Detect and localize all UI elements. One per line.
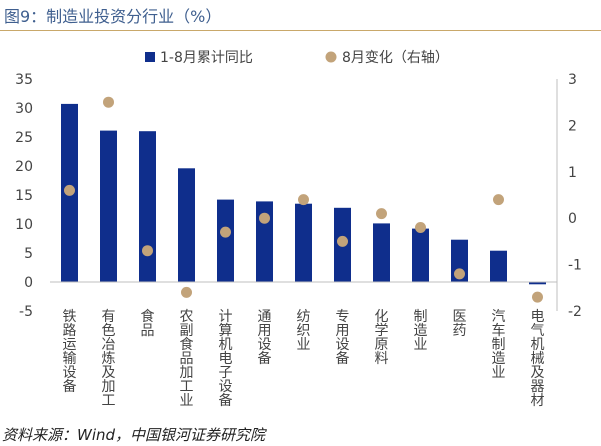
left-tick-label: 10 bbox=[15, 217, 33, 233]
legend-label-dot: 8月变化（右轴） bbox=[342, 50, 449, 66]
dot bbox=[376, 208, 387, 220]
category-label: 汽车制造业 bbox=[492, 309, 506, 381]
right-tick-label: 0 bbox=[568, 211, 577, 227]
figure-title: 图9：制造业投资分行业（%） bbox=[4, 7, 222, 26]
legend: 1-8月累计同比 8月变化（右轴） bbox=[145, 50, 449, 66]
dot bbox=[298, 194, 309, 206]
right-tick-label: -1 bbox=[568, 258, 582, 274]
bar bbox=[295, 203, 312, 282]
bar bbox=[529, 282, 546, 285]
bar bbox=[139, 131, 156, 282]
right-tick-label: 1 bbox=[568, 165, 577, 181]
left-tick-label: 30 bbox=[15, 101, 33, 117]
dot bbox=[337, 235, 348, 247]
category-label: 有色冶炼及加工 bbox=[102, 309, 116, 409]
legend-swatch-dot bbox=[325, 51, 337, 63]
dot bbox=[415, 222, 426, 233]
bar bbox=[217, 199, 234, 282]
bar-series bbox=[61, 103, 546, 285]
figure-source: 资料来源：Wind，中国银河证券研究院 bbox=[2, 426, 266, 444]
category-label: 医药 bbox=[453, 309, 467, 339]
left-tick-label: 15 bbox=[15, 188, 33, 204]
dot bbox=[181, 286, 192, 298]
title-divider bbox=[0, 30, 601, 31]
category-label: 专用设备 bbox=[336, 309, 350, 367]
category-label: 制造业 bbox=[414, 309, 428, 353]
bar bbox=[490, 250, 507, 282]
bar bbox=[100, 130, 117, 282]
legend-label-bar: 1-8月累计同比 bbox=[160, 50, 253, 66]
bar bbox=[412, 228, 429, 282]
dot bbox=[64, 184, 75, 196]
left-tick-label: 25 bbox=[15, 130, 33, 146]
category-labels: 铁路运输设备 有色冶炼及加工 食品 农副食品加工业 计算机电子设备 通用设备 纺织业 专用设备… bbox=[63, 308, 545, 409]
dot bbox=[259, 212, 270, 224]
dot bbox=[454, 268, 465, 280]
left-tick-label: 0 bbox=[24, 275, 33, 291]
category-label: 化学原料 bbox=[375, 309, 389, 367]
category-label: 电气机械及器材 bbox=[531, 309, 545, 409]
bar bbox=[178, 168, 195, 282]
dot bbox=[532, 291, 543, 303]
right-tick-label: 3 bbox=[568, 72, 577, 88]
dot bbox=[220, 226, 231, 238]
left-axis: -5 0 5 10 15 20 25 30 35 bbox=[15, 72, 33, 320]
category-label: 纺织业 bbox=[297, 309, 311, 353]
category-label: 农副食品加工业 bbox=[180, 309, 194, 409]
left-tick-label: 5 bbox=[24, 246, 33, 262]
dot-series bbox=[64, 96, 543, 303]
category-label: 食品 bbox=[141, 308, 155, 339]
category-label: 通用设备 bbox=[258, 309, 272, 367]
legend-swatch-bar bbox=[145, 52, 155, 62]
left-tick-label: -5 bbox=[19, 304, 33, 320]
dot bbox=[142, 245, 153, 257]
left-tick-label: 20 bbox=[15, 159, 33, 175]
dot bbox=[103, 96, 114, 108]
category-label: 计算机电子设备 bbox=[219, 309, 233, 409]
left-tick-label: 35 bbox=[15, 72, 33, 88]
category-label: 铁路运输设备 bbox=[63, 309, 77, 395]
right-tick-label: -2 bbox=[568, 304, 582, 320]
right-tick-label: 2 bbox=[568, 118, 577, 134]
right-axis: -2 -1 0 1 2 3 bbox=[556, 72, 582, 320]
bar bbox=[373, 223, 390, 282]
dot bbox=[493, 194, 504, 206]
